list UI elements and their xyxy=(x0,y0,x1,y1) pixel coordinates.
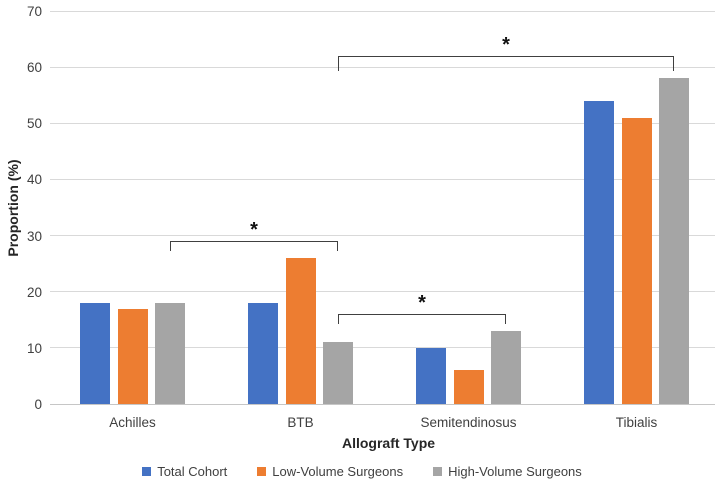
category-label: Semitendinosus xyxy=(420,415,517,430)
significance-bracket xyxy=(170,241,338,252)
gridline xyxy=(50,178,715,180)
gridline xyxy=(50,235,715,237)
x-axis-title: Allograft Type xyxy=(341,435,436,451)
y-tick-label: 30 xyxy=(26,228,42,244)
y-tick-label: 70 xyxy=(26,4,42,19)
y-tick-label: 40 xyxy=(26,172,42,188)
significance-asterisk: * xyxy=(250,219,258,242)
bar-btb-low-volume-surgeons xyxy=(285,258,316,404)
gridline xyxy=(50,10,715,12)
bar-semitendinosus-low-volume-surgeons xyxy=(453,370,484,404)
bar-achilles-low-volume-surgeons xyxy=(117,308,148,404)
y-tick-label: 60 xyxy=(26,60,42,76)
significance-bracket xyxy=(338,55,674,72)
legend-swatch xyxy=(142,466,152,476)
x-axis-line xyxy=(50,403,715,405)
category-label: BTB xyxy=(287,415,314,430)
bar-tibialis-low-volume-surgeons xyxy=(621,117,652,404)
legend-swatch xyxy=(257,466,267,476)
significance-asterisk: * xyxy=(418,292,426,315)
y-tick-label: 0 xyxy=(34,397,42,412)
bar-semitendinosus-high-volume-surgeons xyxy=(491,331,521,404)
bar-btb-total-cohort xyxy=(248,302,278,404)
gridline xyxy=(50,66,715,68)
category-label: Tibialis xyxy=(615,415,658,430)
legend-label: Total Cohort xyxy=(157,463,228,479)
bar-tibialis-total-cohort xyxy=(584,100,614,404)
bar-semitendinosus-total-cohort xyxy=(416,347,446,404)
gridline xyxy=(50,122,715,124)
bar-btb-high-volume-surgeons xyxy=(323,342,353,404)
legend-item-low-volume-surgeons: Low-Volume Surgeons xyxy=(257,464,403,479)
gridline xyxy=(50,291,715,293)
gridline xyxy=(50,347,715,349)
y-tick-label: 50 xyxy=(26,116,42,132)
legend-label: High-Volume Surgeons xyxy=(448,463,582,479)
legend-swatch xyxy=(433,466,443,476)
legend-item-total-cohort: Total Cohort xyxy=(142,464,227,479)
legend: Total Cohort Low-Volume Surgeons High-Volu… xyxy=(0,461,724,481)
significance-asterisk: * xyxy=(502,33,510,56)
y-tick-label: 20 xyxy=(26,284,42,300)
category-label: Achilles xyxy=(109,415,156,430)
bar-achilles-total-cohort xyxy=(80,302,110,404)
bar-tibialis-high-volume-surgeons xyxy=(659,78,689,404)
legend-label: Low-Volume Surgeons xyxy=(272,463,404,479)
significance-bracket xyxy=(338,314,506,325)
bar-achilles-high-volume-surgeons xyxy=(155,302,185,404)
legend-item-high-volume-surgeons: High-Volume Surgeons xyxy=(433,464,582,479)
y-tick-label: 10 xyxy=(26,340,42,356)
